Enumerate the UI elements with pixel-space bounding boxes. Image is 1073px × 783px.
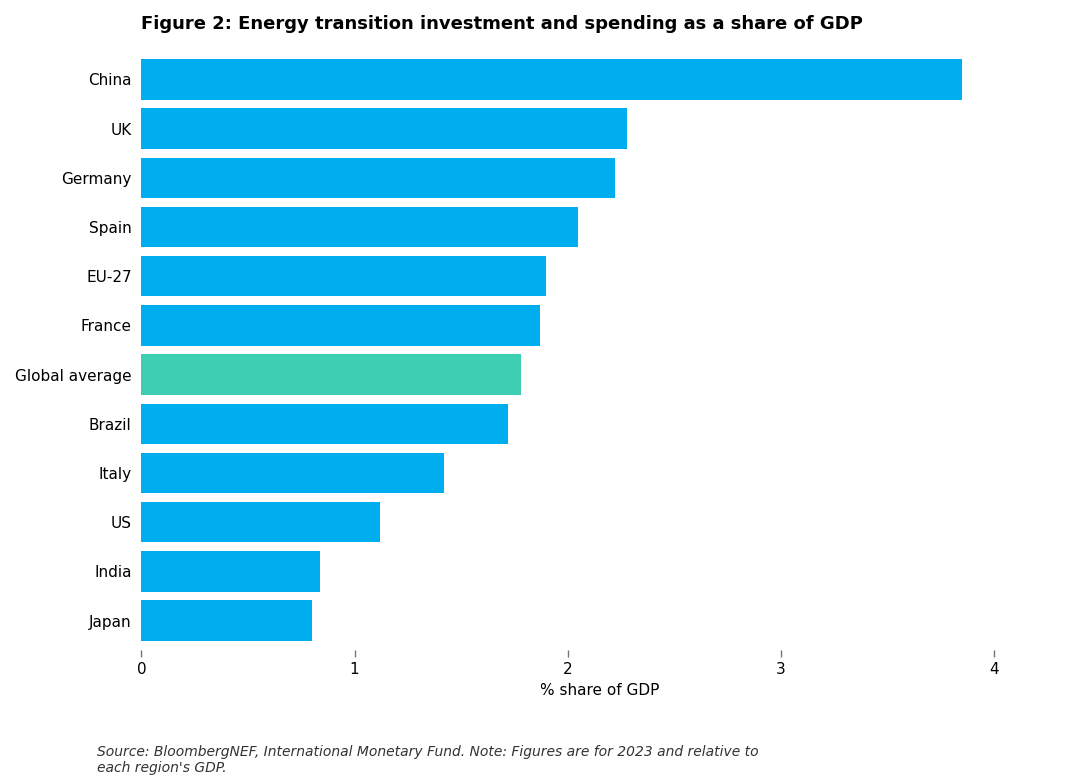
X-axis label: % share of GDP: % share of GDP: [540, 683, 660, 698]
Bar: [142, 256, 546, 296]
Bar: [142, 551, 321, 592]
Bar: [142, 60, 962, 99]
Text: Source: BloombergNEF, International Monetary Fund. Note: Figures are for 2023 an: Source: BloombergNEF, International Mone…: [97, 745, 759, 775]
Bar: [142, 108, 628, 149]
Bar: [142, 207, 578, 247]
Bar: [142, 157, 615, 198]
Bar: [142, 502, 380, 543]
Bar: [142, 404, 508, 444]
Text: Figure 2: Energy transition investment and spending as a share of GDP: Figure 2: Energy transition investment a…: [142, 15, 863, 33]
Bar: [142, 305, 540, 345]
Bar: [142, 453, 444, 493]
Bar: [142, 355, 520, 395]
Bar: [142, 601, 312, 640]
